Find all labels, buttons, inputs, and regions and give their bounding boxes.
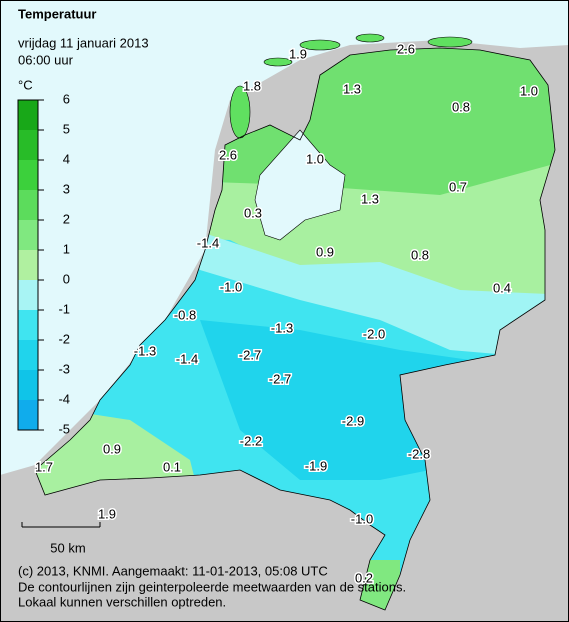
legend-label: 6	[63, 91, 70, 106]
legend-band	[18, 370, 38, 400]
station-value: 1.3	[361, 191, 379, 206]
legend-label: 0	[63, 271, 70, 286]
legend-label: 4	[63, 151, 70, 166]
footer-line: De contourlijnen zijn geinterpoleerde me…	[18, 579, 406, 594]
legend: 6 5 4 3 2 1 0 -1 -2 -3 -4 -5	[17, 91, 70, 436]
station-value: 1.7	[35, 459, 53, 474]
station-value: 1.0	[306, 151, 324, 166]
legend-band	[18, 250, 38, 280]
legend-band	[18, 190, 38, 220]
island	[299, 39, 341, 51]
station-value: -2.0	[363, 326, 385, 341]
station-value: 0.4	[493, 280, 511, 295]
island	[229, 85, 251, 139]
station-value: -2.2	[240, 433, 262, 448]
station-value: -1.3	[271, 320, 293, 335]
legend-band	[18, 130, 38, 160]
unit: °C	[18, 77, 33, 92]
station-value: 0.9	[316, 244, 334, 259]
station-value: 0.8	[411, 247, 429, 262]
sea	[0, 0, 569, 475]
station-value: -1.4	[197, 235, 219, 250]
footer-line: Lokaal kunnen verschillen optreden.	[18, 594, 226, 609]
station-value: -2.7	[269, 371, 291, 386]
station-value: 2.6	[219, 147, 237, 162]
legend-band	[18, 100, 38, 130]
legend-label: -1	[58, 301, 70, 316]
station-value: 1.9	[98, 506, 116, 521]
legend-band	[18, 310, 38, 340]
island	[263, 57, 293, 67]
station-value: 0.3	[244, 205, 262, 220]
ijsselmeer	[254, 129, 346, 241]
station-value: -1.3	[134, 343, 156, 358]
legend-band	[18, 280, 38, 310]
station-value: -2.7	[239, 347, 261, 362]
legend-label: -3	[58, 361, 70, 376]
station-value: -0.8	[174, 307, 196, 322]
station-value: 0.9	[103, 441, 121, 456]
legend-band	[18, 220, 38, 250]
station-value: 1.9	[289, 46, 307, 61]
island	[355, 33, 385, 43]
legend-frame	[17, 99, 39, 431]
station-value: -1.4	[176, 351, 198, 366]
date: vrijdag 11 januari 2013	[18, 35, 149, 50]
station-value: -2.8	[408, 446, 430, 461]
station-value: 1.8	[243, 78, 261, 93]
station-value: 0.2	[355, 570, 373, 585]
footer-line: (c) 2013, KNMI. Aangemaakt: 11-01-2013, …	[18, 563, 328, 578]
scale-label: 50 km	[50, 540, 85, 555]
station-value: -1.9	[305, 458, 327, 473]
station-value: 1.0	[520, 83, 538, 98]
station-value: -1.0	[220, 279, 242, 294]
station-value: -2.9	[342, 413, 364, 428]
legend-label: -4	[58, 391, 70, 406]
legend-label: 3	[63, 181, 70, 196]
legend-label: 1	[63, 241, 70, 256]
border	[34, 47, 556, 611]
title: Temperatuur	[18, 6, 97, 21]
legend-label: 5	[63, 121, 70, 136]
station-value: -1.0	[351, 511, 373, 526]
station-value: 0.1	[163, 459, 181, 474]
time: 06:00 uur	[18, 52, 74, 67]
legend-band	[18, 400, 38, 430]
legend-label: 2	[63, 211, 70, 226]
station-value: 1.3	[343, 81, 361, 96]
legend-label: -2	[58, 331, 70, 346]
island	[427, 36, 473, 48]
legend-label: -5	[58, 421, 70, 436]
stations: 1.9 2.6 1.8 1.3 0.8 1.0 2.6 1.0 0.7 1.3 0.3 -1.4 0.9…	[33, 40, 539, 587]
station-value: 0.8	[452, 99, 470, 114]
station-value: 2.6	[397, 41, 415, 56]
station-value: 0.7	[449, 179, 467, 194]
legend-band	[18, 340, 38, 370]
legend-band	[18, 160, 38, 190]
